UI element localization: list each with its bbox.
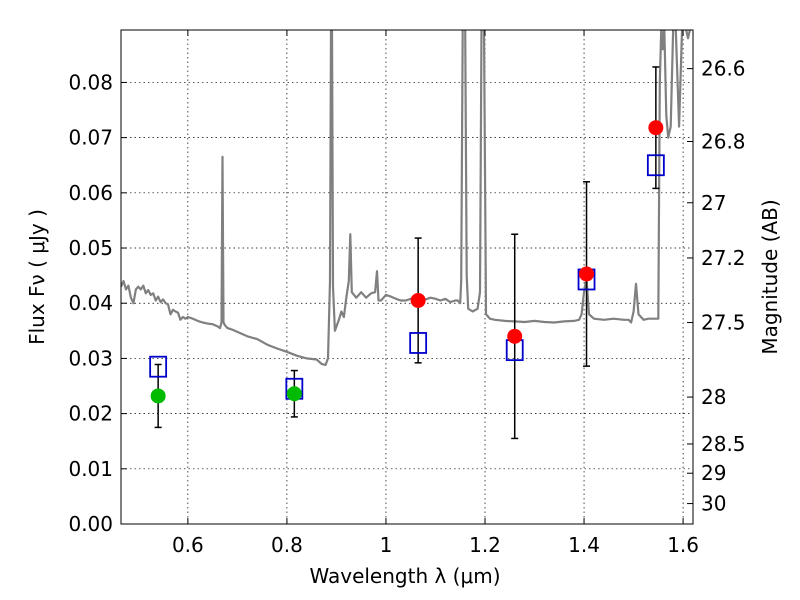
axis-ticks	[121, 30, 693, 525]
error-bars	[154, 66, 660, 440]
x-tick-label: 1.6	[667, 533, 699, 557]
observed-detections-point	[507, 328, 523, 344]
observed-detections-point	[410, 292, 426, 308]
observed-optical-point	[150, 388, 166, 404]
y2-tick-labels: 26.6 26.8 27 27.2 27.5 28 28.5 29 30	[701, 57, 746, 516]
y-tick-label: 0.00	[68, 512, 113, 536]
observed-optical-point	[286, 386, 302, 402]
x-tick-label: 0.8	[271, 533, 303, 557]
spectrum-line	[121, 30, 691, 367]
y2-tick-label: 28	[701, 385, 726, 409]
x-axis-title: Wavelength λ (μm)	[309, 564, 500, 588]
y2-tick-label: 28.5	[701, 432, 746, 456]
y-tick-label: 0.08	[68, 70, 113, 94]
model-square-point	[646, 154, 665, 177]
y-tick-label: 0.06	[68, 181, 113, 205]
model-square-point	[409, 332, 428, 354]
observed-detections-point	[579, 266, 595, 282]
observed-detections-point	[648, 120, 664, 136]
y2-tick-label: 29	[701, 461, 726, 485]
y-tick-label: 0.07	[68, 126, 113, 150]
x-tick-label: 0.6	[172, 533, 204, 557]
y-tick-label: 0.05	[68, 236, 113, 260]
x-tick-label: 1.4	[568, 533, 600, 557]
y2-axis-title: Magnitude (AB)	[758, 199, 782, 354]
y-tick-label: 0.04	[68, 291, 113, 315]
y2-tick-label: 26.6	[701, 57, 746, 81]
x-tick-label: 1	[380, 533, 393, 557]
data-points	[149, 120, 665, 404]
grid-lines	[121, 30, 693, 525]
x-tick-labels: 0.6 0.8 1 1.2 1.4 1.6	[172, 533, 699, 557]
x-tick-label: 1.2	[469, 533, 501, 557]
y2-tick-label: 27	[701, 191, 726, 215]
y2-tick-label: 27.2	[701, 246, 746, 270]
y-axis-title: Flux Fν ( μJy )	[25, 209, 49, 345]
y2-tick-label: 26.8	[701, 129, 746, 153]
y2-tick-label: 27.5	[701, 311, 746, 335]
model-spectrum	[121, 30, 691, 367]
y-tick-label: 0.01	[68, 457, 113, 481]
model-square-point	[149, 355, 168, 378]
plot-frame	[120, 29, 694, 525]
y2-tick-label: 30	[701, 492, 726, 516]
y-tick-label: 0.03	[68, 346, 113, 370]
y-tick-label: 0.02	[68, 402, 113, 426]
y-tick-labels: 0.00 0.01 0.02 0.03 0.04 0.05 0.06 0.07 0.08	[68, 70, 113, 536]
